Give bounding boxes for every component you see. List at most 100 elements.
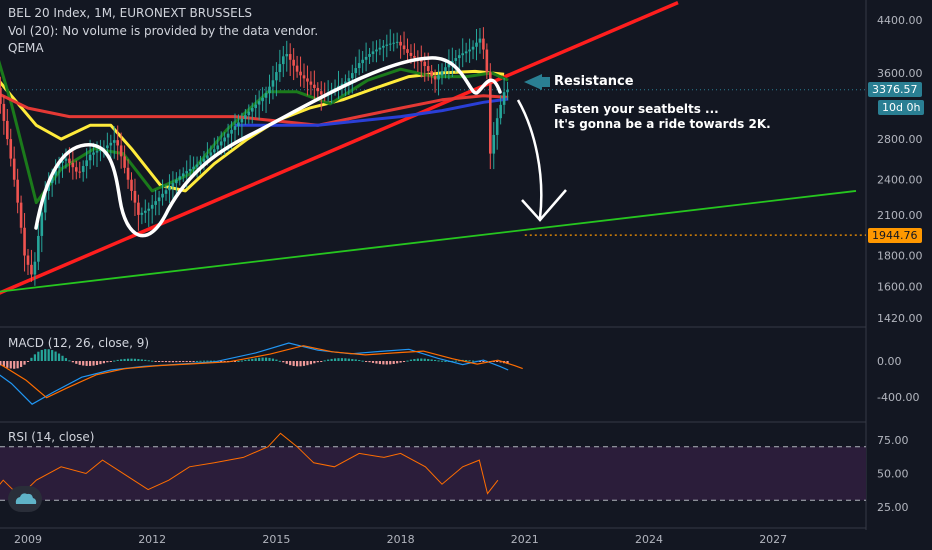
white-wave-drawing bbox=[34, 56, 502, 238]
candle-body bbox=[309, 81, 313, 85]
macd-histogram-bar bbox=[82, 361, 85, 366]
candle-body bbox=[357, 63, 361, 69]
candle-body bbox=[485, 49, 489, 73]
candle-body bbox=[475, 42, 478, 47]
macd-histogram-bar bbox=[478, 361, 482, 362]
macd-histogram-bar bbox=[506, 361, 509, 364]
macd-histogram-bar bbox=[51, 350, 54, 361]
macd-histogram-bar bbox=[344, 358, 347, 361]
macd-histogram-bar bbox=[320, 361, 323, 362]
candle-body bbox=[9, 139, 13, 159]
candle-body bbox=[426, 66, 430, 72]
macd-histogram-bar bbox=[251, 358, 254, 361]
candle-body bbox=[206, 155, 209, 159]
macd-histogram-bar bbox=[316, 361, 319, 363]
macd-histogram-bar bbox=[340, 358, 344, 361]
macd-histogram-bar bbox=[361, 360, 364, 362]
candle-body bbox=[492, 134, 496, 154]
candle-body bbox=[2, 103, 6, 121]
macd-histogram-bar bbox=[40, 349, 43, 361]
candle-body bbox=[95, 151, 99, 153]
candle-body bbox=[382, 45, 385, 48]
candle-body bbox=[171, 183, 175, 187]
macd-histogram-bar bbox=[289, 361, 292, 366]
macd-histogram-bar bbox=[133, 358, 137, 361]
candle-body bbox=[181, 173, 185, 177]
candle-body bbox=[119, 145, 123, 157]
candle-body bbox=[313, 84, 316, 88]
candle-body bbox=[43, 190, 47, 213]
macd-histogram-bar bbox=[371, 361, 375, 363]
macd-histogram-bar bbox=[268, 357, 271, 361]
macd-histogram-bar bbox=[44, 349, 47, 361]
macd-histogram-bar bbox=[158, 361, 161, 362]
candle-body bbox=[340, 83, 344, 86]
macd-histogram-bar bbox=[378, 361, 381, 365]
grid bbox=[0, 0, 867, 530]
macd-histogram-bar bbox=[413, 358, 416, 361]
macd-histogram-bar bbox=[61, 355, 64, 361]
macd-histogram-bar bbox=[116, 359, 119, 361]
macd-histogram-bar bbox=[382, 361, 385, 365]
macd-histogram-bar bbox=[264, 357, 268, 361]
candle-body bbox=[482, 38, 485, 50]
macd-histogram-bar bbox=[302, 361, 306, 366]
macd-histogram-bar bbox=[16, 361, 19, 369]
candle-body bbox=[233, 126, 237, 130]
candle-body bbox=[464, 51, 468, 54]
macd-histogram-bar bbox=[406, 360, 409, 362]
hand-drawings bbox=[34, 56, 567, 238]
time-tick-label: 2024 bbox=[635, 533, 663, 546]
candle-body bbox=[26, 255, 30, 265]
candle-body bbox=[54, 168, 57, 176]
macd-histogram-bar bbox=[68, 360, 71, 362]
macd-histogram-bar bbox=[175, 361, 178, 363]
macd-histogram-bar bbox=[244, 359, 247, 361]
macd-label: MACD (12, 26, close, 9) bbox=[8, 336, 150, 350]
macd-histogram-bar bbox=[0, 361, 2, 366]
candle-body bbox=[50, 175, 54, 184]
macd-histogram-bar bbox=[282, 361, 285, 363]
candle-body bbox=[30, 264, 33, 275]
candle-body bbox=[116, 140, 119, 146]
candle-body bbox=[23, 227, 26, 256]
macd-histogram-bar bbox=[78, 361, 81, 365]
candle-body bbox=[140, 212, 144, 215]
price-tick-label: 2800.00 bbox=[877, 133, 923, 146]
candle-body bbox=[19, 202, 23, 228]
candle-body bbox=[282, 56, 285, 65]
macd-histogram-bar bbox=[409, 359, 413, 361]
macd-histogram-bar bbox=[351, 359, 354, 361]
candle-body bbox=[68, 158, 71, 163]
macd-histogram-bar bbox=[2, 361, 5, 367]
macd-histogram-bar bbox=[261, 357, 264, 361]
macd-histogram-bar bbox=[47, 349, 50, 361]
candle-body bbox=[178, 176, 182, 180]
candle-body bbox=[316, 87, 320, 92]
candle-body bbox=[157, 197, 161, 202]
macd-histogram-bar bbox=[109, 361, 112, 362]
candle-body bbox=[502, 92, 506, 105]
rsi-tick-label: 25.00 bbox=[877, 501, 909, 514]
macd-histogram-bar bbox=[195, 360, 199, 362]
macd-histogram-bar bbox=[434, 359, 437, 361]
candle-body bbox=[423, 61, 427, 67]
macd-histogram-bar bbox=[437, 360, 440, 362]
macd-histogram-bar bbox=[420, 358, 423, 361]
candle-body bbox=[499, 104, 502, 119]
rsi-line bbox=[0, 432, 499, 497]
rsi-panel bbox=[0, 432, 866, 501]
candle-body bbox=[133, 190, 137, 203]
rsi-tick-label: 50.00 bbox=[877, 468, 909, 481]
macd-histogram-bar bbox=[213, 360, 216, 362]
candle-body bbox=[92, 152, 95, 155]
macd-histogram-bar bbox=[465, 360, 468, 362]
macd-histogram-bar bbox=[233, 361, 237, 362]
candle-body bbox=[433, 76, 437, 80]
macd-histogram-bar bbox=[140, 359, 143, 361]
candle-body bbox=[302, 75, 306, 79]
candle-body bbox=[130, 179, 133, 191]
macd-histogram-bar bbox=[164, 361, 168, 363]
macd-histogram-bar bbox=[220, 361, 223, 362]
